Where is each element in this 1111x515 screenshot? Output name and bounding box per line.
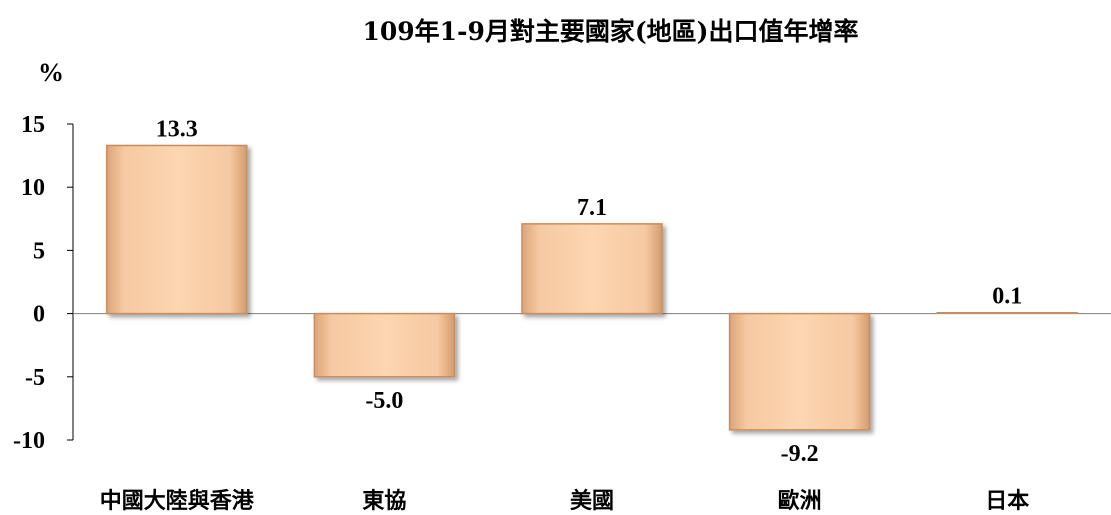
bar <box>521 223 663 315</box>
x-category-label: 歐洲 <box>778 488 822 514</box>
y-tick-label: 10 <box>21 175 45 201</box>
data-label: 13.3 <box>156 116 198 142</box>
bar <box>313 312 456 378</box>
y-tick-label: 5 <box>33 238 45 264</box>
y-unit-label: % <box>38 58 64 87</box>
bar <box>106 144 248 315</box>
y-tick-label: -5 <box>25 365 45 391</box>
data-label: 0.1 <box>992 283 1022 309</box>
x-category-label: 日本 <box>985 488 1029 514</box>
y-tick-label: 0 <box>33 302 45 328</box>
x-category-label: 東協 <box>362 488 406 514</box>
bar <box>936 311 1078 315</box>
y-tick-label: 15 <box>21 112 45 138</box>
bar <box>728 312 871 431</box>
data-label: -9.2 <box>781 441 819 467</box>
x-category-label: 美國 <box>570 488 614 514</box>
data-label: 7.1 <box>577 195 607 221</box>
x-category-label: 中國大陸與香港 <box>100 488 255 514</box>
y-tick-label: -10 <box>13 428 45 454</box>
data-label: -5.0 <box>365 388 403 414</box>
chart-title: 109年1-9月對主要國家(地區)出口值年增率 <box>362 17 859 46</box>
